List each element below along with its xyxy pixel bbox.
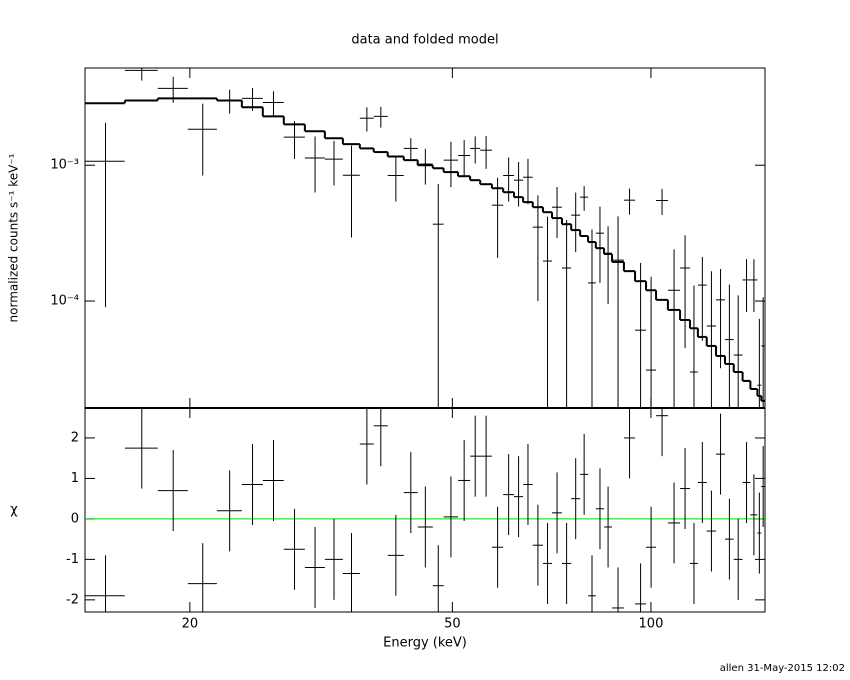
- chart-title: data and folded model: [351, 33, 498, 48]
- y-tick-label: 1: [71, 471, 79, 486]
- y-axis-label: normalized counts s⁻¹ keV⁻¹: [7, 153, 21, 322]
- y-tick-label: -2: [66, 592, 79, 607]
- x-tick-label: 100: [639, 617, 664, 632]
- y-axis-label: χ: [10, 503, 18, 518]
- y-tick-label: 10⁻³: [50, 158, 79, 173]
- y-tick-label: 10⁻⁴: [50, 294, 79, 309]
- x-axis-label: Energy (keV): [383, 636, 467, 651]
- plot-area: [85, 68, 765, 408]
- y-tick-label: 2: [71, 430, 79, 445]
- plot-area: [85, 408, 765, 612]
- x-tick-label: 50: [444, 617, 461, 632]
- footer: allen 31-May-2015 12:02: [720, 663, 845, 674]
- y-tick-label: -1: [66, 552, 79, 567]
- x-tick-label: 20: [182, 617, 199, 632]
- y-tick-label: 0: [71, 511, 79, 526]
